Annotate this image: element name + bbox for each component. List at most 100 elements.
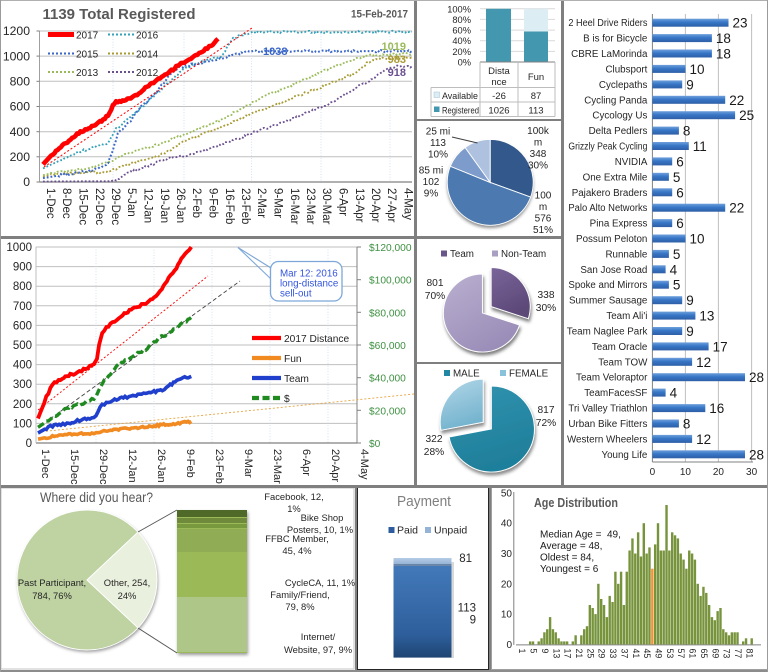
svg-text:72%: 72% bbox=[536, 418, 556, 429]
svg-text:2015: 2015 bbox=[76, 49, 99, 60]
svg-text:61: 61 bbox=[688, 649, 698, 659]
svg-text:200: 200 bbox=[10, 150, 31, 164]
svg-text:18: 18 bbox=[716, 47, 731, 62]
svg-text:Available: Available bbox=[442, 91, 478, 102]
svg-text:17: 17 bbox=[563, 649, 573, 659]
svg-text:m: m bbox=[534, 138, 542, 149]
svg-text:300: 300 bbox=[13, 379, 32, 391]
svg-text:9-Mar: 9-Mar bbox=[242, 449, 254, 478]
svg-text:Other, 254,: Other, 254, bbox=[104, 577, 150, 588]
svg-text:Tri Valley Triathlon: Tri Valley Triathlon bbox=[568, 404, 647, 415]
svg-text:22-Dec: 22-Dec bbox=[93, 188, 105, 225]
svg-text:16-Feb: 16-Feb bbox=[223, 188, 235, 224]
svg-text:Median Age = 49,: Median Age = 49, bbox=[540, 530, 621, 541]
svg-text:8: 8 bbox=[683, 417, 691, 432]
svg-text:6-Apr: 6-Apr bbox=[300, 449, 312, 476]
svg-text:983: 983 bbox=[388, 54, 406, 66]
svg-text:Team Naglee Park: Team Naglee Park bbox=[567, 327, 648, 338]
svg-text:6: 6 bbox=[676, 216, 684, 231]
svg-text:9%: 9% bbox=[424, 189, 439, 200]
svg-text:Team: Team bbox=[450, 249, 474, 260]
svg-text:100: 100 bbox=[535, 191, 552, 202]
svg-text:41: 41 bbox=[631, 649, 641, 659]
svg-text:20: 20 bbox=[501, 579, 513, 590]
svg-text:12: 12 bbox=[696, 355, 711, 370]
svg-text:6: 6 bbox=[676, 154, 684, 169]
svg-text:20-Apr: 20-Apr bbox=[369, 188, 381, 223]
svg-text:FEMALE: FEMALE bbox=[509, 369, 549, 380]
svg-text:1026: 1026 bbox=[488, 106, 509, 117]
svg-text:Payment: Payment bbox=[397, 494, 451, 510]
svg-text:8: 8 bbox=[683, 124, 691, 139]
svg-text:$80,000: $80,000 bbox=[369, 308, 406, 319]
svg-text:Internet/: Internet/ bbox=[301, 631, 336, 642]
svg-text:60%: 60% bbox=[452, 26, 471, 36]
svg-text:784, 76%: 784, 76% bbox=[32, 590, 72, 601]
svg-text:900: 900 bbox=[13, 262, 32, 274]
svg-text:113: 113 bbox=[458, 603, 476, 615]
svg-text:1-Dec: 1-Dec bbox=[44, 188, 56, 219]
svg-text:27-Apr: 27-Apr bbox=[385, 188, 397, 223]
svg-text:Cycology Us: Cycology Us bbox=[592, 111, 647, 122]
svg-text:Fun: Fun bbox=[284, 354, 302, 365]
svg-text:30: 30 bbox=[501, 549, 513, 560]
svg-text:576: 576 bbox=[535, 214, 552, 225]
svg-text:Bike Shop: Bike Shop bbox=[301, 512, 344, 523]
svg-text:30-Mar: 30-Mar bbox=[320, 188, 332, 225]
svg-text:CBRE LaMorinda: CBRE LaMorinda bbox=[571, 49, 648, 60]
svg-text:6: 6 bbox=[676, 185, 684, 200]
svg-text:Non-Team: Non-Team bbox=[501, 249, 546, 260]
svg-text:20-Apr: 20-Apr bbox=[329, 449, 341, 482]
svg-text:918: 918 bbox=[388, 67, 406, 79]
svg-text:4-May: 4-May bbox=[358, 449, 370, 480]
svg-text:1139 Total Registered: 1139 Total Registered bbox=[43, 6, 196, 23]
svg-text:2013: 2013 bbox=[76, 68, 99, 79]
svg-text:12: 12 bbox=[696, 432, 711, 447]
svg-text:2014: 2014 bbox=[136, 49, 159, 60]
svg-text:FFBC Member,: FFBC Member, bbox=[265, 533, 329, 544]
svg-text:11: 11 bbox=[693, 139, 707, 154]
svg-text:Cycling Panda: Cycling Panda bbox=[584, 95, 648, 106]
svg-text:30: 30 bbox=[746, 467, 758, 478]
svg-text:1: 1 bbox=[517, 649, 527, 654]
svg-text:9-Mar: 9-Mar bbox=[272, 188, 284, 218]
svg-text:Team: Team bbox=[284, 374, 309, 385]
svg-text:87: 87 bbox=[531, 91, 542, 102]
svg-text:8-Dec: 8-Dec bbox=[60, 188, 72, 219]
svg-text:Clubsport: Clubsport bbox=[605, 64, 647, 75]
svg-text:1%: 1% bbox=[287, 503, 301, 514]
svg-text:69: 69 bbox=[710, 649, 720, 659]
svg-text:600: 600 bbox=[13, 320, 32, 332]
svg-text:700: 700 bbox=[13, 301, 32, 313]
svg-text:21: 21 bbox=[574, 649, 584, 659]
svg-text:Team Veloraptor: Team Veloraptor bbox=[576, 373, 648, 384]
svg-text:2016: 2016 bbox=[136, 30, 159, 41]
svg-text:9-Feb: 9-Feb bbox=[184, 449, 196, 478]
svg-text:9: 9 bbox=[686, 293, 694, 308]
svg-text:45, 4%: 45, 4% bbox=[282, 545, 311, 556]
svg-text:Team TOW: Team TOW bbox=[598, 357, 648, 368]
svg-text:0: 0 bbox=[26, 438, 32, 450]
svg-text:200: 200 bbox=[13, 399, 32, 411]
svg-text:$120,000: $120,000 bbox=[369, 243, 412, 254]
svg-text:long-distance: long-distance bbox=[280, 279, 339, 290]
svg-text:23: 23 bbox=[733, 16, 748, 31]
svg-text:23-Feb: 23-Feb bbox=[239, 188, 251, 224]
svg-text:10%: 10% bbox=[428, 150, 448, 161]
svg-text:45: 45 bbox=[642, 649, 652, 659]
svg-text:338: 338 bbox=[538, 290, 555, 301]
svg-text:23-Mar: 23-Mar bbox=[271, 449, 283, 484]
svg-text:817: 817 bbox=[538, 405, 555, 416]
svg-text:29-Dec: 29-Dec bbox=[97, 449, 109, 485]
svg-text:B is for Bicycle: B is for Bicycle bbox=[583, 34, 648, 45]
svg-text:65: 65 bbox=[699, 649, 709, 659]
svg-text:Family/Friend,: Family/Friend, bbox=[270, 589, 329, 600]
svg-text:Paid: Paid bbox=[397, 525, 418, 537]
svg-text:sell-out: sell-out bbox=[280, 289, 312, 300]
svg-text:800: 800 bbox=[10, 75, 31, 89]
svg-text:15-Dec: 15-Dec bbox=[77, 188, 89, 225]
svg-text:50: 50 bbox=[501, 488, 513, 499]
svg-text:5: 5 bbox=[673, 247, 681, 262]
svg-text:Youngest = 6: Youngest = 6 bbox=[540, 564, 599, 575]
svg-text:Average = 48,: Average = 48, bbox=[540, 541, 602, 552]
